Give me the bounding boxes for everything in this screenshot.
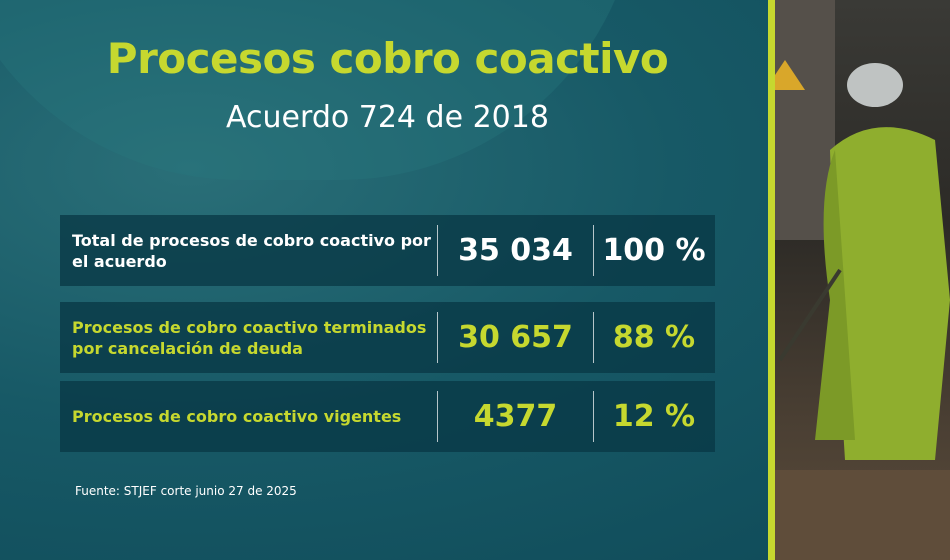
worker <box>830 127 950 460</box>
sign <box>775 60 805 90</box>
row-value: 30 657 <box>458 320 573 355</box>
divider <box>437 312 438 363</box>
title: Procesos cobro coactivo <box>106 34 669 83</box>
accent-stripe <box>768 0 775 560</box>
row-percent: 88 % <box>612 320 696 355</box>
subtitle: Acuerdo 724 de 2018 <box>226 100 549 135</box>
row-percent: 100 % <box>602 233 706 268</box>
worker-2 <box>815 150 855 440</box>
row-label: Procesos de cobro coactivo vigentes <box>72 407 402 426</box>
table-row: Procesos de cobro coactivo vigentes 4377… <box>60 381 715 452</box>
table-row: Procesos de cobro coactivo terminados po… <box>60 302 715 373</box>
row-percent: 12 % <box>612 399 696 434</box>
divider <box>593 391 594 442</box>
photo-illustration <box>775 0 950 560</box>
helmet <box>847 63 903 107</box>
row-value: 35 034 <box>458 233 573 268</box>
background-shape <box>0 0 640 180</box>
source-note: Fuente: STJEF corte junio 27 de 2025 <box>75 484 297 498</box>
row-label: Total de procesos de cobro coactivo por … <box>72 230 431 271</box>
divider <box>593 312 594 363</box>
row-label: Procesos de cobro coactivo terminados po… <box>72 317 427 358</box>
divider <box>593 225 594 276</box>
ground <box>775 470 950 560</box>
divider <box>437 391 438 442</box>
row-value: 4377 <box>473 399 558 434</box>
table-row: Total de procesos de cobro coactivo por … <box>60 215 715 286</box>
photo <box>775 0 950 560</box>
tool <box>778 268 842 362</box>
divider <box>437 225 438 276</box>
